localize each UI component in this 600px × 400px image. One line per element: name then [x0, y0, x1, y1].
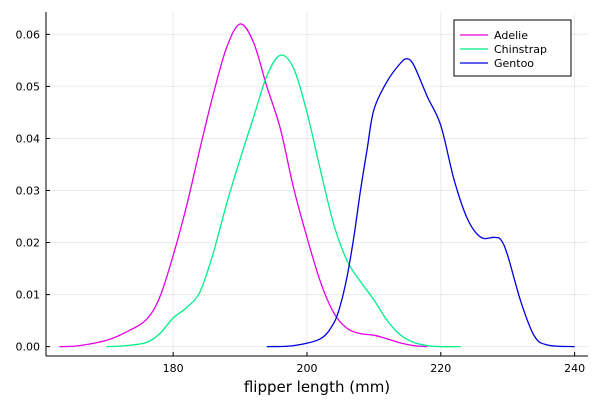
- series-lines: [59, 23, 575, 348]
- y-tick-label-0: 0.00: [16, 341, 41, 354]
- x-axis-label: flipper length (mm): [244, 378, 390, 396]
- y-tick-label-5: 0.05: [16, 80, 41, 93]
- legend-box: [453, 19, 572, 77]
- y-tick-label-4: 0.04: [16, 132, 41, 145]
- axes: 180 200 220 240 0.00 0.01 0.02 0.03 0.04 0.05 0.06: [16, 12, 588, 375]
- series-line-gentoo: [266, 58, 575, 348]
- series-line-chinstrap: [106, 54, 461, 348]
- y-tick-label-6: 0.06: [16, 28, 41, 41]
- x-tick-label-1: 200: [296, 362, 317, 375]
- legend-label-chinstrap[interactable]: Chinstrap: [494, 43, 547, 56]
- y-tick-label-3: 0.03: [16, 185, 41, 198]
- x-tick-label-3: 240: [564, 362, 585, 375]
- series-line-adelie: [59, 23, 428, 348]
- x-tick-label-2: 220: [430, 362, 451, 375]
- legend-label-adelie[interactable]: Adelie: [494, 29, 528, 42]
- grid: [46, 12, 588, 356]
- legend-label-gentoo[interactable]: Gentoo: [494, 57, 534, 70]
- x-tick-label-0: 180: [163, 362, 184, 375]
- y-tick-label-1: 0.01: [16, 289, 41, 302]
- y-tick-label-2: 0.02: [16, 237, 41, 250]
